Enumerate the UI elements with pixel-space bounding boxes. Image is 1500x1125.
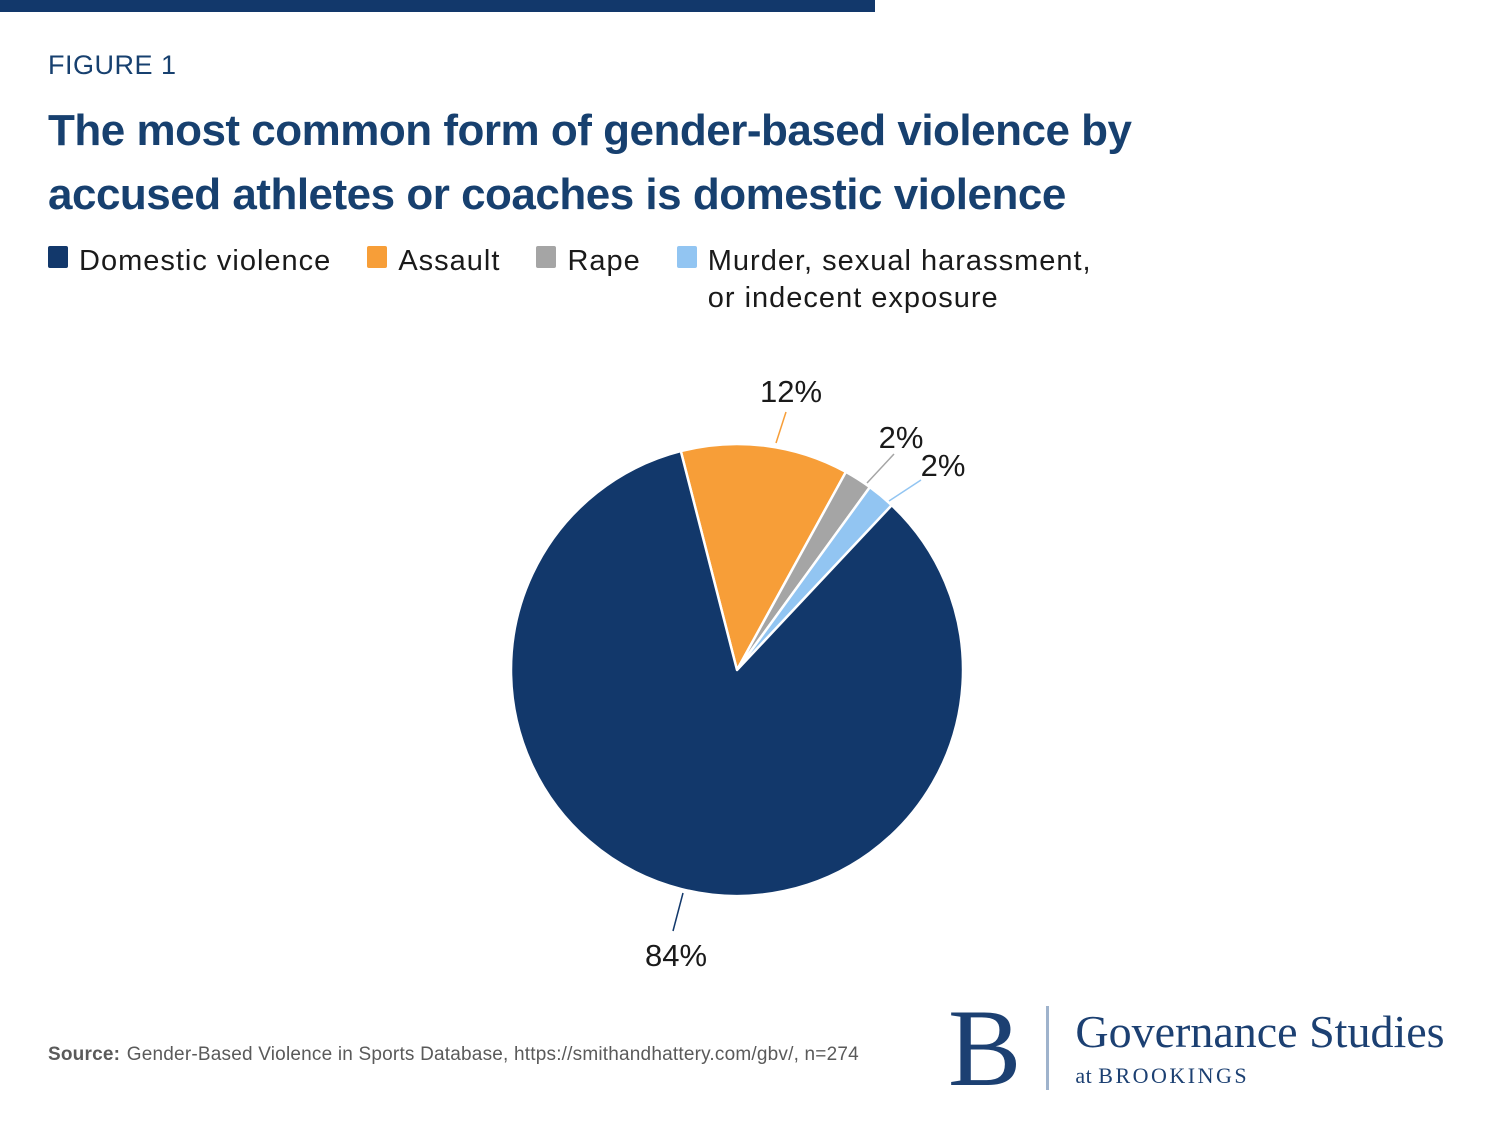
pie-value-label-2: 2% bbox=[879, 420, 924, 455]
logo-at: at bbox=[1075, 1062, 1099, 1088]
pie-leader-line-0 bbox=[672, 892, 684, 932]
legend-label-domestic-violence: Domestic violence bbox=[79, 245, 332, 277]
figure-label: FIGURE 1 bbox=[48, 50, 177, 80]
source-note: Source: Gender-Based Violence in Sports D… bbox=[48, 1044, 859, 1066]
logo-governance-studies: Governance Studies bbox=[1075, 1005, 1445, 1057]
pie-slice-domestic-violence bbox=[509, 449, 965, 898]
legend-label-rape: Rape bbox=[567, 245, 641, 277]
logo-at-brookings: at BROOKINGS bbox=[1075, 1063, 1444, 1089]
brookings-logo-text: Governance Studies at BROOKINGS bbox=[1075, 1005, 1445, 1089]
brookings-logo: B Governance Studies at BROOKINGS bbox=[948, 987, 1445, 1109]
pie-leader-line-3 bbox=[888, 479, 922, 502]
pie-value-label-0: 84% bbox=[645, 938, 707, 973]
legend-swatch-domestic-violence bbox=[48, 246, 68, 268]
legend-swatch-rape bbox=[536, 246, 557, 268]
pie-slice-assault bbox=[679, 442, 848, 672]
legend-item-domestic-violence: Domestic violence bbox=[48, 243, 331, 280]
pie-leader-line-2 bbox=[866, 453, 895, 484]
top-accent-bar bbox=[0, 0, 875, 12]
figure-title: The most common form of gender-based vio… bbox=[48, 99, 1448, 227]
legend-label-murder-harassment-exposure: Murder, sexual harassment, or indecent e… bbox=[707, 245, 1092, 314]
logo-brookings-name: BROOKINGS bbox=[1098, 1062, 1250, 1088]
brookings-monogram: B bbox=[948, 987, 1022, 1109]
chart-legend: Domestic violence Assault Rape Murder, s… bbox=[48, 243, 1092, 317]
legend-swatch-murder-harassment-exposure bbox=[676, 246, 697, 268]
legend-item-assault: Assault bbox=[367, 243, 500, 280]
figure-title-line-1: The most common form of gender-based vio… bbox=[48, 106, 1132, 155]
source-text: Gender-Based Violence in Sports Database… bbox=[126, 1044, 859, 1065]
figure-header: FIGURE 1 The most common form of gender-… bbox=[48, 50, 1448, 227]
legend-item-rape: Rape bbox=[536, 243, 640, 280]
legend-label-assault: Assault bbox=[398, 245, 501, 277]
figure-title-line-2: accused athletes or coaches is domestic … bbox=[48, 170, 1066, 219]
legend-item-murder-harassment-exposure: Murder, sexual harassment, or indecent e… bbox=[676, 243, 1092, 317]
pie-value-label-1: 12% bbox=[760, 374, 822, 409]
source-prefix: Source: bbox=[48, 1044, 121, 1065]
logo-divider bbox=[1046, 1006, 1050, 1090]
pie-value-label-3: 2% bbox=[921, 448, 966, 483]
legend-swatch-assault bbox=[367, 246, 388, 268]
pie-leader-line-1 bbox=[775, 411, 787, 444]
